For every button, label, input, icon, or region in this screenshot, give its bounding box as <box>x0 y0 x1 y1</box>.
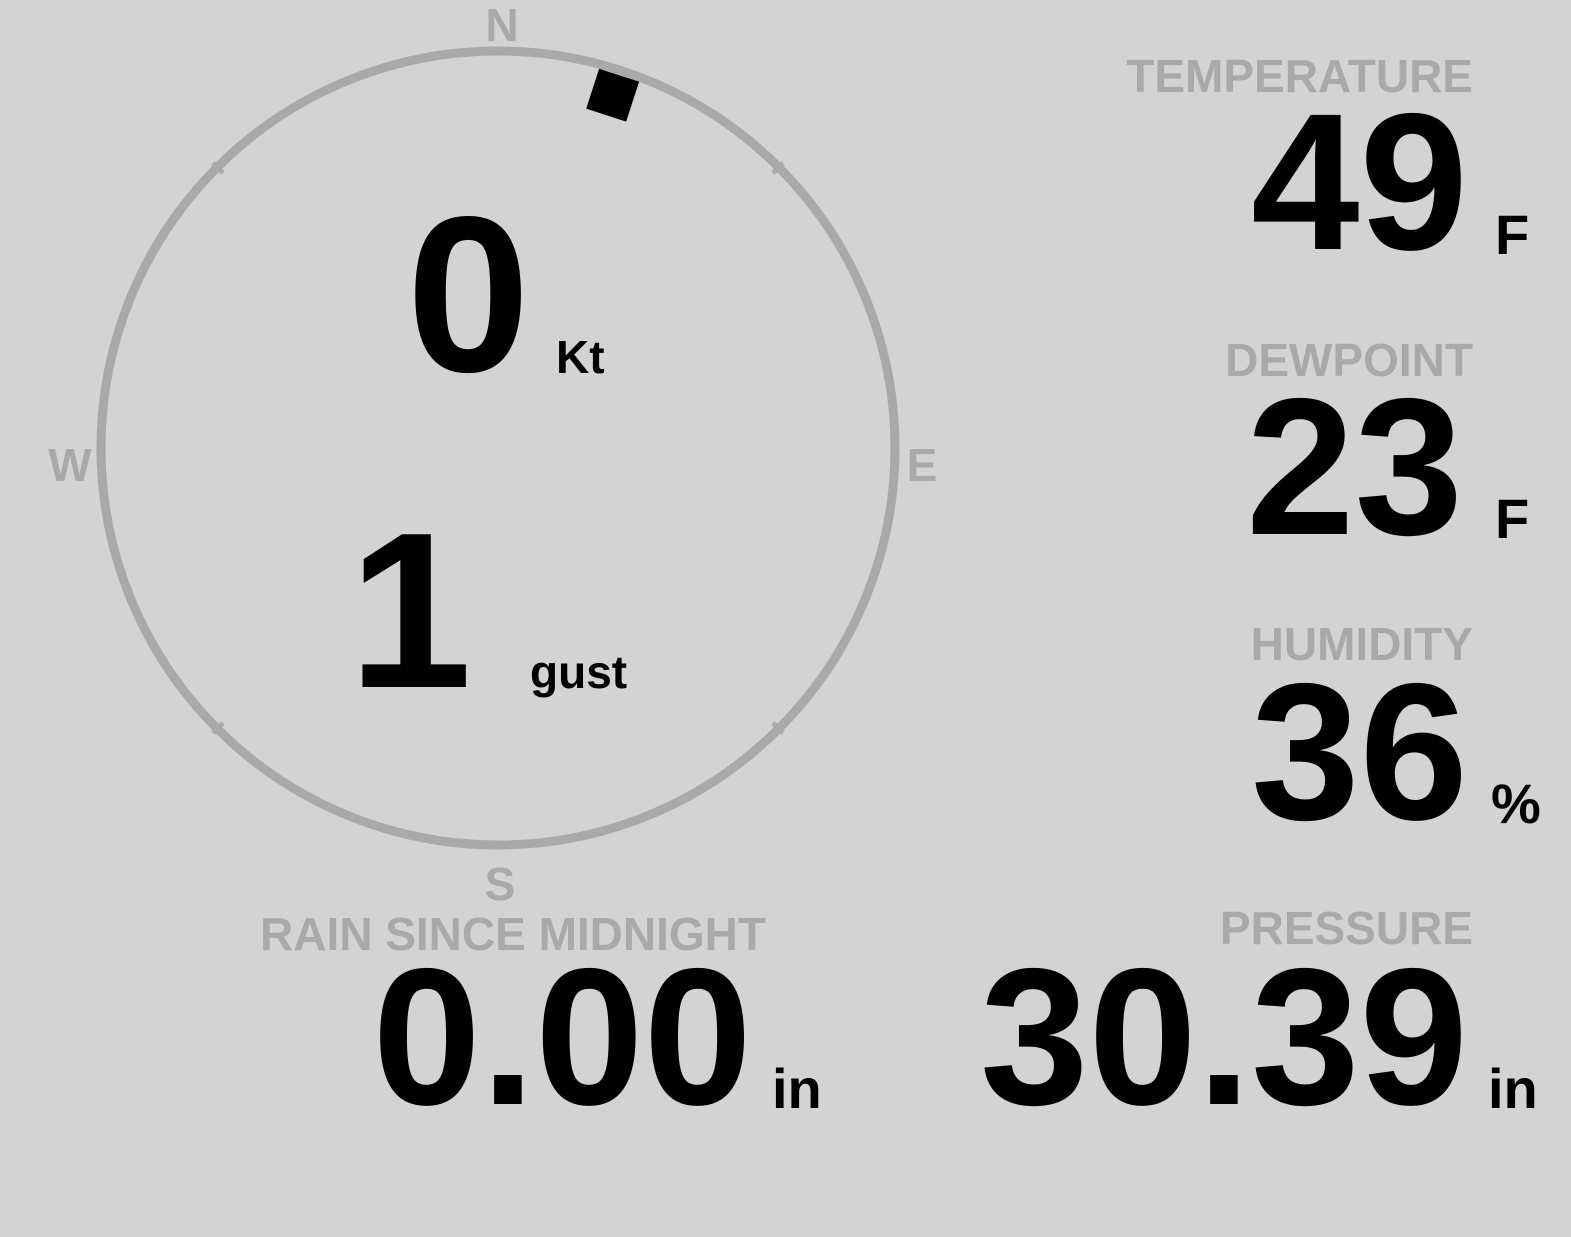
dewpoint-unit: F <box>1495 487 1530 550</box>
compass-ring <box>96 46 900 850</box>
compass-west: W <box>48 439 92 491</box>
rain-value: 0.00 <box>372 928 752 1146</box>
compass-tick <box>211 161 225 175</box>
humidity-unit: % <box>1491 772 1541 835</box>
dewpoint-value: 23 <box>1246 358 1463 576</box>
wind-speed-unit: Kt <box>556 331 605 383</box>
wind-gust-value: 1 <box>348 487 472 735</box>
compass-tick <box>771 161 785 175</box>
humidity-value: 36 <box>1251 643 1468 861</box>
compass-north: N <box>485 0 519 51</box>
pressure-unit: in <box>1488 1057 1538 1120</box>
dewpoint-label: DEWPOINT <box>1225 334 1473 386</box>
pressure-value: 30.39 <box>980 928 1468 1146</box>
wind-direction-marker <box>586 68 640 122</box>
temperature-value: 49 <box>1251 73 1468 291</box>
compass-east: E <box>906 439 938 491</box>
wind-speed-value: 0 <box>406 171 530 419</box>
wind-gust-unit: gust <box>530 646 628 698</box>
rain-label: RAIN SINCE MIDNIGHT <box>260 908 766 960</box>
compass-tick <box>771 721 785 735</box>
pressure-label: PRESSURE <box>1219 902 1473 954</box>
temperature-label: TEMPERATURE <box>1126 50 1473 102</box>
humidity-label: HUMIDITY <box>1250 618 1473 670</box>
compass-tick <box>211 721 225 735</box>
rain-unit: in <box>772 1057 822 1120</box>
temperature-unit: F <box>1495 203 1530 266</box>
compass-south: S <box>484 858 516 910</box>
